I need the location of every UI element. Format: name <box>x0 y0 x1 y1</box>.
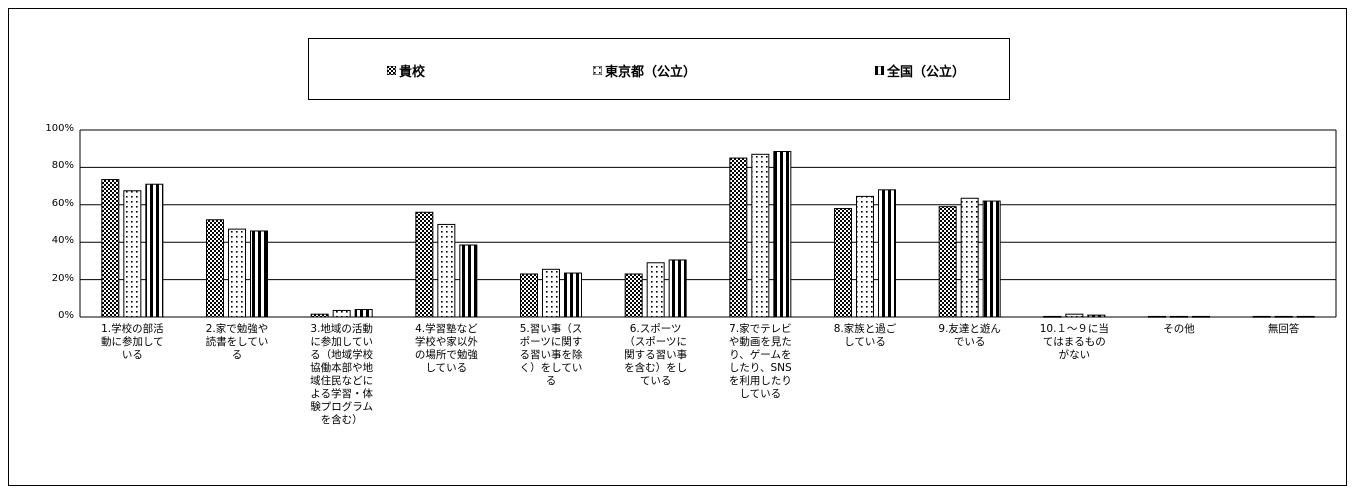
bar <box>668 259 687 318</box>
x-category-label: 3.地域の活動に参加している（地域学校協働本部や地域住民などによる学習・体験プロ… <box>310 323 374 426</box>
x-category-label: 6.スポーツ（スポーツに関する習い事を含む）をしている <box>624 323 688 387</box>
bar <box>856 195 874 318</box>
bar <box>878 189 896 318</box>
y-tick-label: 100% <box>45 123 74 134</box>
legend-item-national: 全国（公立） <box>875 61 965 80</box>
bar <box>354 309 373 318</box>
x-category-label: 5.習い事（スポーツに関する習い事を除く）をしている <box>519 323 583 387</box>
legend-item-tokyo: 東京都（公立） <box>593 61 696 80</box>
legend-swatch-dots <box>593 66 602 75</box>
bar <box>751 153 770 318</box>
chart-frame <box>8 8 1347 486</box>
bar <box>250 230 268 318</box>
bar <box>729 157 748 318</box>
bar <box>520 273 538 318</box>
x-category-label: 4.学習塾など学校や家以外の場所で勉強している <box>414 323 478 374</box>
bar <box>145 183 164 318</box>
x-category-label: 7.家でテレビや動画を見たり、ゲームをしたり、SNSを利用したりしている <box>728 323 792 400</box>
y-tick-label: 20% <box>51 272 74 284</box>
legend-label-tokyo: 東京都（公立） <box>605 65 697 80</box>
y-tick-label: 60% <box>51 197 74 209</box>
y-tick-label: 40% <box>51 235 74 247</box>
bar <box>960 197 979 318</box>
bar <box>542 268 560 318</box>
y-tick-label: 0% <box>58 310 74 321</box>
legend-label-national: 全国（公立） <box>887 65 966 80</box>
bar <box>459 244 478 318</box>
x-category-label: 10.１～９に当てはまるものがない <box>1039 323 1109 361</box>
bar <box>101 179 120 318</box>
legend-item-school: 貴校 <box>387 61 425 80</box>
x-category-label: 9.友達と遊んでいる <box>938 323 1001 348</box>
bar <box>228 228 246 318</box>
bar <box>123 190 142 318</box>
y-tick-label: 80% <box>51 160 74 172</box>
legend-swatch-stripes <box>875 66 884 75</box>
bar <box>415 211 434 318</box>
x-category-label: 1.学校の部活動に参加している <box>100 323 164 361</box>
x-category-label: 無回答 <box>1267 323 1300 335</box>
bar <box>564 272 582 318</box>
legend-label-school: 貴校 <box>399 65 426 80</box>
x-category-label: その他 <box>1163 323 1195 335</box>
legend: 貴校 東京都（公立） 全国（公立） <box>308 38 1010 100</box>
bar <box>834 208 852 318</box>
x-category-label: 8.家族と過ごしている <box>833 323 897 348</box>
legend-swatch-crosshatch <box>387 66 396 75</box>
bar <box>437 223 456 318</box>
bar <box>773 151 792 318</box>
bar <box>332 309 351 318</box>
bar <box>938 206 957 318</box>
bar <box>646 262 665 318</box>
bar <box>206 219 224 318</box>
x-category-label: 2.家で勉強や読書をしている <box>205 323 269 361</box>
bar <box>624 273 643 318</box>
bar <box>982 200 1001 318</box>
